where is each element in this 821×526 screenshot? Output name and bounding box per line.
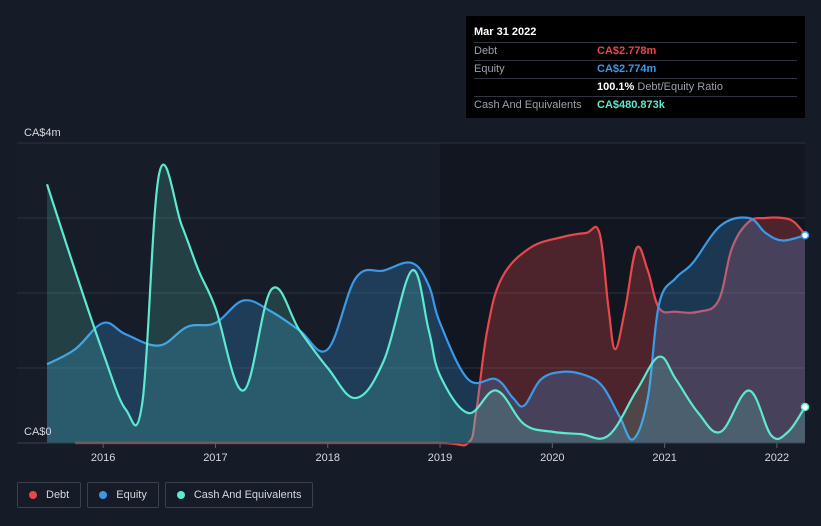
- series-end-marker: [800, 402, 810, 412]
- legend-dot-icon: [99, 491, 108, 499]
- x-axis: 2016 2017 2018 2019 2020 2021 2022: [17, 442, 805, 464]
- legend: Debt Equity Cash And Equivalents: [17, 482, 314, 510]
- legend-item-debt[interactable]: Debt: [17, 482, 82, 508]
- tooltip-row-ratio: 100.1% Debt/Equity Ratio: [474, 79, 797, 97]
- tooltip-ratio-label: Debt/Equity Ratio: [637, 81, 723, 93]
- x-tick-label: 2022: [765, 452, 789, 464]
- series-area-equity: [47, 217, 805, 443]
- tooltip-value: CA$2.778m: [597, 45, 657, 57]
- tooltip-label: Debt: [474, 45, 498, 57]
- series-line-cash-and-equivalents: [45, 163, 806, 441]
- legend-dot-icon: [176, 491, 185, 499]
- tooltip-row-cash: Cash And Equivalents CA$480.873k: [474, 97, 797, 114]
- x-tick-label: 2018: [315, 452, 339, 464]
- tooltip-value: CA$480.873k: [597, 99, 665, 111]
- x-tick-label: 2019: [428, 452, 452, 464]
- legend-item-cash[interactable]: Cash And Equivalents: [164, 482, 314, 508]
- tooltip-ratio: 100.1% Debt/Equity Ratio: [597, 79, 723, 96]
- tooltip-label: Cash And Equivalents: [474, 99, 582, 111]
- y-axis-top-label: CA$4m: [24, 127, 61, 139]
- tooltip-panel: Mar 31 2022 Debt CA$2.778m Equity CA$2.7…: [466, 16, 805, 118]
- series-area-debt: [75, 217, 805, 446]
- legend-label: Debt: [46, 489, 70, 501]
- series-area-cash-and-equivalents: [47, 164, 805, 444]
- tooltip-row-debt: Debt CA$2.778m: [474, 43, 797, 61]
- legend-dot-icon: [29, 491, 37, 499]
- x-tick-label: 2020: [540, 452, 564, 464]
- x-tick-label: 2017: [203, 452, 227, 464]
- grid-lines: [17, 142, 805, 444]
- series-end-marker: [800, 231, 810, 240]
- series-areas: [45, 163, 810, 447]
- tooltip-label: Equity: [474, 63, 505, 75]
- tooltip-row-equity: Equity CA$2.774m: [474, 61, 797, 79]
- series-line-equity: [46, 216, 806, 441]
- y-axis-bottom-label: CA$0: [24, 426, 52, 438]
- tooltip-date: Mar 31 2022: [474, 22, 797, 43]
- legend-label: Cash And Equivalents: [193, 489, 302, 501]
- legend-item-equity[interactable]: Equity: [87, 482, 159, 508]
- tooltip-ratio-value: 100.1%: [597, 81, 635, 93]
- legend-label: Equity: [116, 489, 147, 501]
- tooltip-value: CA$2.774m: [597, 63, 657, 75]
- x-tick-label: 2016: [91, 452, 115, 464]
- x-tick-label: 2021: [652, 452, 676, 464]
